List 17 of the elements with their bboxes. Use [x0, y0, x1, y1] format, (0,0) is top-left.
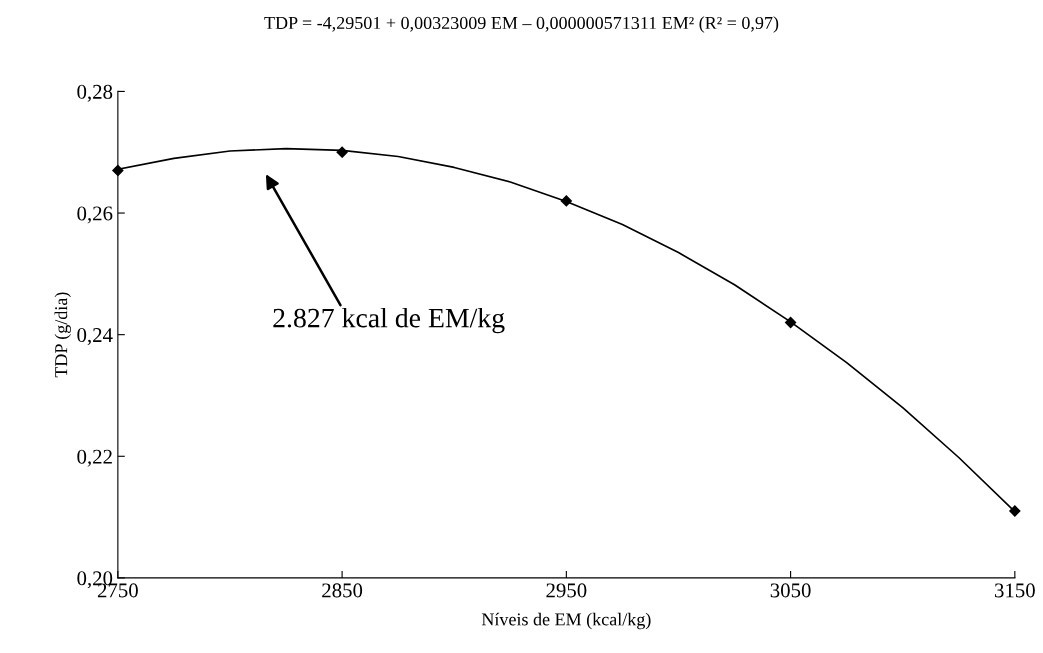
x-tick-label: 2850	[322, 583, 363, 598]
point	[1009, 505, 1021, 517]
y-tick-label: 0,22	[77, 449, 112, 467]
x-tick-label: 3150	[995, 583, 1035, 598]
point	[560, 195, 572, 207]
chart-title: TDP = -4,29501 + 0,00323009 EM – 0,000000571311 EM² (R² = 0,97)	[264, 16, 779, 33]
point	[784, 316, 797, 329]
annotation: 2.827 kcal de EM/kg	[273, 307, 505, 334]
y-axis-title: TDP (g/dia)	[54, 292, 71, 378]
x-tick-label: 3050	[770, 583, 811, 598]
y-tick-label: 0,28	[77, 84, 113, 102]
x-tick-label: 2950	[546, 583, 587, 598]
y-tick-label: 0,24	[77, 328, 113, 346]
point	[336, 146, 348, 158]
y-tick-label: 0,26	[77, 206, 113, 224]
x-axis-title: Níveis de EM (kcal/kg)	[481, 612, 651, 630]
point	[112, 164, 124, 177]
